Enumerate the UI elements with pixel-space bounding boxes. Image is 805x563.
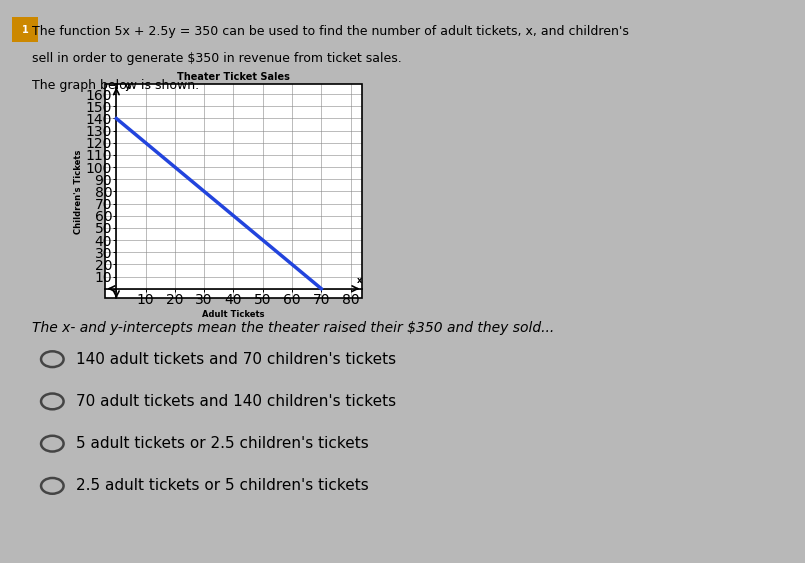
- Text: The function 5x + 2.5y = 350 can be used to find the number of adult tickets, x,: The function 5x + 2.5y = 350 can be used…: [32, 25, 629, 38]
- Text: The x- and y-intercepts mean the theater raised their $350 and they sold...: The x- and y-intercepts mean the theater…: [32, 321, 555, 335]
- Text: y: y: [125, 82, 130, 91]
- X-axis label: Adult Tickets: Adult Tickets: [202, 310, 265, 319]
- Text: 1: 1: [22, 25, 28, 34]
- Text: 140 adult tickets and 70 children's tickets: 140 adult tickets and 70 children's tick…: [76, 352, 397, 367]
- Text: sell in order to generate $350 in revenue from ticket sales.: sell in order to generate $350 in revenu…: [32, 52, 402, 65]
- Text: 5 adult tickets or 2.5 children's tickets: 5 adult tickets or 2.5 children's ticket…: [76, 436, 369, 451]
- Y-axis label: Children's Tickets: Children's Tickets: [74, 149, 83, 234]
- Title: Theater Ticket Sales: Theater Ticket Sales: [177, 72, 290, 82]
- Text: x: x: [357, 276, 362, 285]
- Text: The graph below is shown.: The graph below is shown.: [32, 79, 200, 92]
- Text: 70 adult tickets and 140 children's tickets: 70 adult tickets and 140 children's tick…: [76, 394, 397, 409]
- Text: 2.5 adult tickets or 5 children's tickets: 2.5 adult tickets or 5 children's ticket…: [76, 479, 369, 493]
